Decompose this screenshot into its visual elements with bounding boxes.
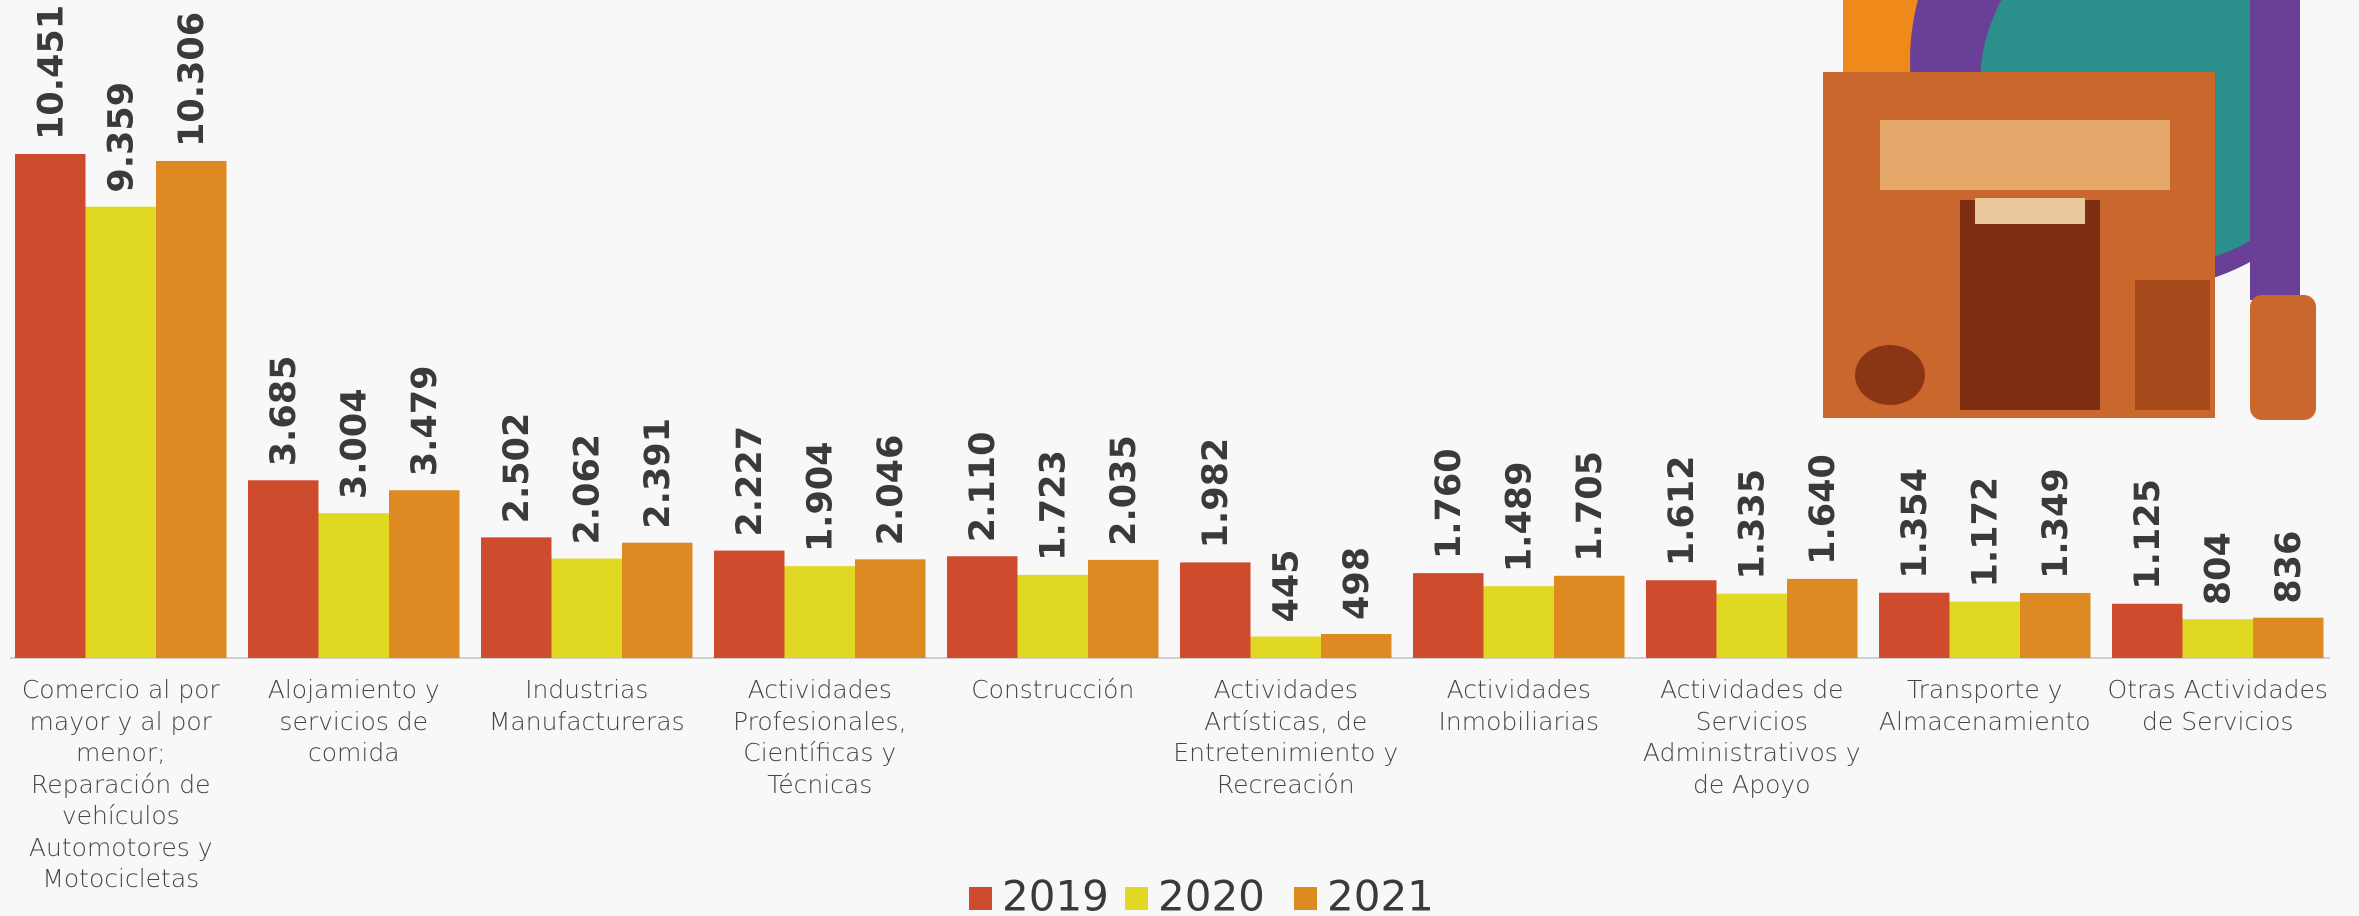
- bar: [2182, 619, 2253, 658]
- data-label: 1.125: [2128, 479, 2168, 590]
- bar: [1554, 575, 1625, 658]
- bar: [784, 566, 855, 658]
- photo-tires: [2250, 295, 2316, 420]
- photo-detail: [1855, 345, 1925, 405]
- data-label: 1.640: [1803, 454, 1843, 565]
- photo-detail: [2135, 280, 2210, 410]
- photo-detail: [1960, 200, 2100, 410]
- data-label: 3.479: [405, 366, 445, 477]
- x-tick-label: Industrias Manufactureras: [488, 675, 685, 736]
- data-label: 3.685: [264, 356, 304, 467]
- x-tick-label: Actividades Artísticas, de Entretenimien…: [1173, 675, 1399, 799]
- data-label: 9.359: [102, 82, 142, 193]
- x-tick-label: Actividades Inmobiliarias: [1438, 675, 1599, 736]
- x-tick-label: Actividades de Servicios Administrativos…: [1642, 675, 1861, 799]
- bar: [248, 480, 319, 658]
- bar: [156, 160, 227, 659]
- data-label: 2.062: [568, 434, 608, 545]
- data-label: 1.612: [1662, 456, 1702, 567]
- bar: [1017, 574, 1088, 658]
- decor-ring-edge: [2250, 0, 2300, 300]
- bar: [855, 559, 926, 658]
- data-label: 1.723: [1034, 450, 1074, 561]
- bar: [15, 154, 86, 658]
- data-label: 1.904: [801, 441, 841, 552]
- data-label: 2.035: [1104, 435, 1144, 546]
- data-label: 10.451: [31, 5, 71, 140]
- bar: [2253, 617, 2324, 658]
- bar: [1787, 578, 1858, 658]
- data-label: 2.227: [730, 426, 770, 537]
- data-label: 1.349: [2036, 468, 2076, 579]
- legend-swatch: [969, 887, 992, 910]
- data-label: 1.335: [1733, 469, 1773, 580]
- bar: [1879, 592, 1950, 658]
- data-label: 2.110: [963, 432, 1003, 543]
- x-tick-label: Actividades Profesionales, Científicas y…: [732, 675, 907, 799]
- bar: [318, 513, 389, 658]
- bar: [622, 542, 693, 658]
- legend-swatch: [1125, 887, 1148, 910]
- data-label: 1.705: [1570, 451, 1610, 562]
- legend-label: 2019: [1002, 872, 1109, 916]
- x-tick-label: Otras Actividades de Servicios: [2107, 675, 2328, 736]
- photo-detail: [1880, 120, 2170, 190]
- data-label: 1.354: [1895, 468, 1935, 579]
- bar: [2112, 603, 2183, 658]
- data-label: 1.760: [1429, 448, 1469, 559]
- bar: [1483, 586, 1554, 658]
- bar: [2020, 592, 2091, 658]
- bar: [1949, 601, 2020, 658]
- bar: [1180, 562, 1251, 658]
- bar: [1088, 559, 1159, 658]
- bar: [481, 537, 552, 658]
- x-tick-label: Alojamiento y servicios de comida: [267, 675, 440, 767]
- decoration: [1823, 0, 2359, 420]
- bar: [1646, 580, 1717, 658]
- photo-detail: [1975, 198, 2085, 224]
- data-label: 10.306: [172, 12, 212, 147]
- data-label: 1.489: [1500, 461, 1540, 572]
- data-label: 1.172: [1966, 477, 2006, 588]
- data-label: 2.502: [497, 413, 537, 524]
- data-label: 2.046: [871, 435, 911, 546]
- bar: [1321, 633, 1392, 658]
- bar: [1413, 573, 1484, 658]
- data-label: 2.391: [638, 418, 678, 529]
- data-label: 836: [2269, 531, 2309, 604]
- x-tick-label: Transporte y Almacenamiento: [1878, 675, 2091, 736]
- legend-label: 2020: [1158, 872, 1265, 916]
- legend-label: 2021: [1327, 872, 1434, 916]
- bar: [947, 556, 1018, 658]
- data-label: 804: [2199, 532, 2239, 605]
- data-label: 445: [1267, 549, 1307, 622]
- bar: [1716, 593, 1787, 658]
- x-tick-label: Comercio al por mayor y al por menor; Re…: [21, 675, 220, 893]
- bar: [551, 558, 622, 658]
- data-label: 1.982: [1196, 438, 1236, 549]
- data-label: 3.004: [335, 388, 375, 499]
- data-label: 498: [1337, 547, 1377, 620]
- bar: [714, 550, 785, 658]
- bar: [85, 206, 156, 659]
- legend-swatch: [1294, 887, 1317, 910]
- bar: [1250, 636, 1321, 658]
- x-tick-label: Construcción: [971, 675, 1135, 704]
- bar: [389, 490, 460, 658]
